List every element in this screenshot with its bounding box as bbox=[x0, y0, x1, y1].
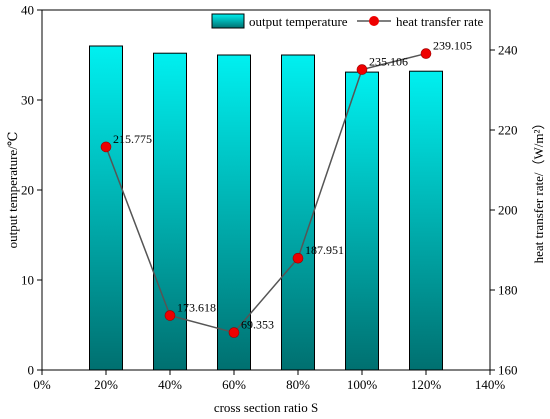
bar-120% bbox=[409, 70, 443, 371]
bar-100% bbox=[345, 71, 379, 371]
legend-line-label: heat transfer rate bbox=[396, 14, 484, 29]
data-label-20%: 215.775 bbox=[113, 132, 152, 146]
data-label-40%: 173.618 bbox=[177, 301, 216, 315]
x-tick-label: 40% bbox=[158, 377, 182, 392]
right-y-tick-label: 160 bbox=[498, 363, 518, 378]
x-tick-label: 120% bbox=[411, 377, 442, 392]
legend: output temperature heat transfer rate bbox=[211, 13, 484, 29]
right-y-axis-title: heat transfer rate/（W/m²） bbox=[531, 117, 546, 264]
line-point-80% bbox=[292, 252, 304, 264]
data-labels: 215.775 173.618 69.353 187.951 235.106 239.10… bbox=[113, 39, 472, 332]
line-point-60% bbox=[228, 327, 240, 338]
legend-bar-label: output temperature bbox=[249, 14, 348, 29]
x-tick-label: 80% bbox=[286, 377, 310, 392]
right-y-tick-label: 200 bbox=[498, 203, 518, 218]
line-series bbox=[100, 48, 432, 338]
bar-80% bbox=[281, 54, 315, 371]
data-label-80%: 187.951 bbox=[305, 243, 344, 257]
axes: 0% 20% 40% 60% 80% 100% 120% 140% 0 10 20 30 40 160 18… bbox=[21, 3, 518, 393]
right-y-tick-label: 180 bbox=[498, 283, 518, 298]
line-point-100% bbox=[356, 64, 368, 75]
x-tick-label: 60% bbox=[222, 377, 246, 392]
right-y-tick-label: 220 bbox=[498, 123, 518, 138]
line-point-20% bbox=[100, 141, 112, 153]
right-y-tick-label: 240 bbox=[498, 43, 518, 58]
left-y-tick-label: 30 bbox=[21, 93, 34, 108]
x-tick-label: 100% bbox=[347, 377, 378, 392]
heat-transfer-line bbox=[105, 52, 427, 334]
line-point-120% bbox=[420, 48, 432, 59]
left-y-tick-label: 10 bbox=[21, 273, 34, 288]
bar-20% bbox=[89, 45, 123, 371]
legend-bar-swatch bbox=[211, 13, 245, 29]
line-point-40% bbox=[164, 310, 176, 321]
data-label-60%: 69.353 bbox=[241, 318, 274, 332]
left-y-axis-title: output temperature/℃ bbox=[5, 132, 20, 249]
x-tick-label: 20% bbox=[94, 377, 118, 392]
left-y-tick-label: 0 bbox=[28, 363, 35, 378]
x-tick-label: 0% bbox=[33, 377, 51, 392]
legend-line-marker bbox=[369, 16, 379, 26]
bar-40% bbox=[153, 52, 187, 371]
left-y-tick-label: 20 bbox=[21, 183, 34, 198]
data-label-100%: 235.106 bbox=[369, 55, 408, 69]
data-label-120%: 239.105 bbox=[433, 39, 472, 53]
x-axis-title: cross section ratio S bbox=[214, 400, 318, 415]
bar-60% bbox=[217, 54, 251, 371]
x-tick-label: 140% bbox=[475, 377, 506, 392]
bar-series bbox=[89, 45, 443, 371]
left-y-tick-label: 40 bbox=[21, 3, 34, 18]
